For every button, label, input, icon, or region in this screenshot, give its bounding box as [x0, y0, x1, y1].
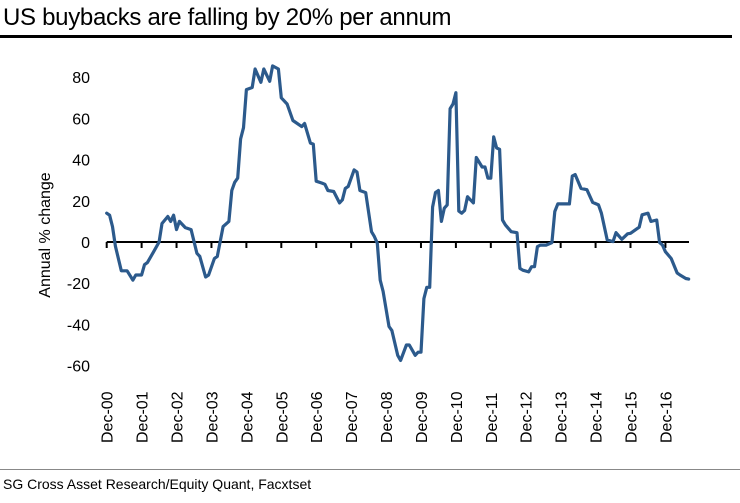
x-tick-label: Dec-02 — [170, 391, 187, 443]
series — [105, 64, 691, 362]
source-note: SG Cross Asset Research/Equity Quant, Fa… — [3, 476, 312, 492]
x-tick-label: Dec-11 — [484, 393, 501, 443]
x-tick-label: Dec-12 — [519, 391, 536, 443]
x-tick-label: Dec-04 — [239, 391, 256, 443]
x-tick-label: Dec-00 — [100, 391, 117, 443]
x-tick-label: Dec-09 — [414, 391, 431, 443]
y-tick-label: 60 — [72, 111, 90, 128]
y-axis-ticks: 80 60 40 20 0 -20 -40 -60 — [67, 70, 90, 375]
y-axis-label: Annual % change — [37, 172, 54, 298]
y-tick-label: 40 — [72, 153, 90, 170]
x-tick-label: Dec-01 — [135, 391, 152, 443]
x-axis: Dec-00 Dec-01 Dec-02 Dec-03 Dec-04 Dec-05 Dec-… — [100, 241, 689, 443]
x-tick-label: Dec-03 — [204, 391, 221, 443]
chart-title: US buybacks are falling by 20% per annum — [3, 4, 452, 31]
y-tick-label: 20 — [72, 194, 90, 211]
source-divider — [0, 469, 740, 470]
y-tick-label: 80 — [72, 70, 90, 87]
title-divider — [0, 35, 732, 38]
x-tick-label: Dec-13 — [554, 391, 571, 443]
x-tick-label: Dec-14 — [589, 391, 606, 443]
y-tick-label: -40 — [67, 317, 90, 334]
x-tick-label: Dec-10 — [449, 391, 466, 443]
y-tick-label: 0 — [81, 235, 90, 252]
y-tick-label: -20 — [67, 276, 90, 293]
x-tick-label: Dec-08 — [379, 391, 396, 443]
x-tick-label: Dec-15 — [624, 391, 641, 443]
x-tick-label: Dec-05 — [274, 391, 291, 443]
x-tick-label: Dec-06 — [309, 391, 326, 443]
x-tick-label: Dec-07 — [344, 391, 361, 443]
x-tick-label: Dec-16 — [658, 391, 675, 443]
y-tick-label: -60 — [67, 359, 90, 376]
line-chart: Annual % change 80 60 40 20 0 -20 -40 -60 Dec-0… — [37, 64, 691, 443]
